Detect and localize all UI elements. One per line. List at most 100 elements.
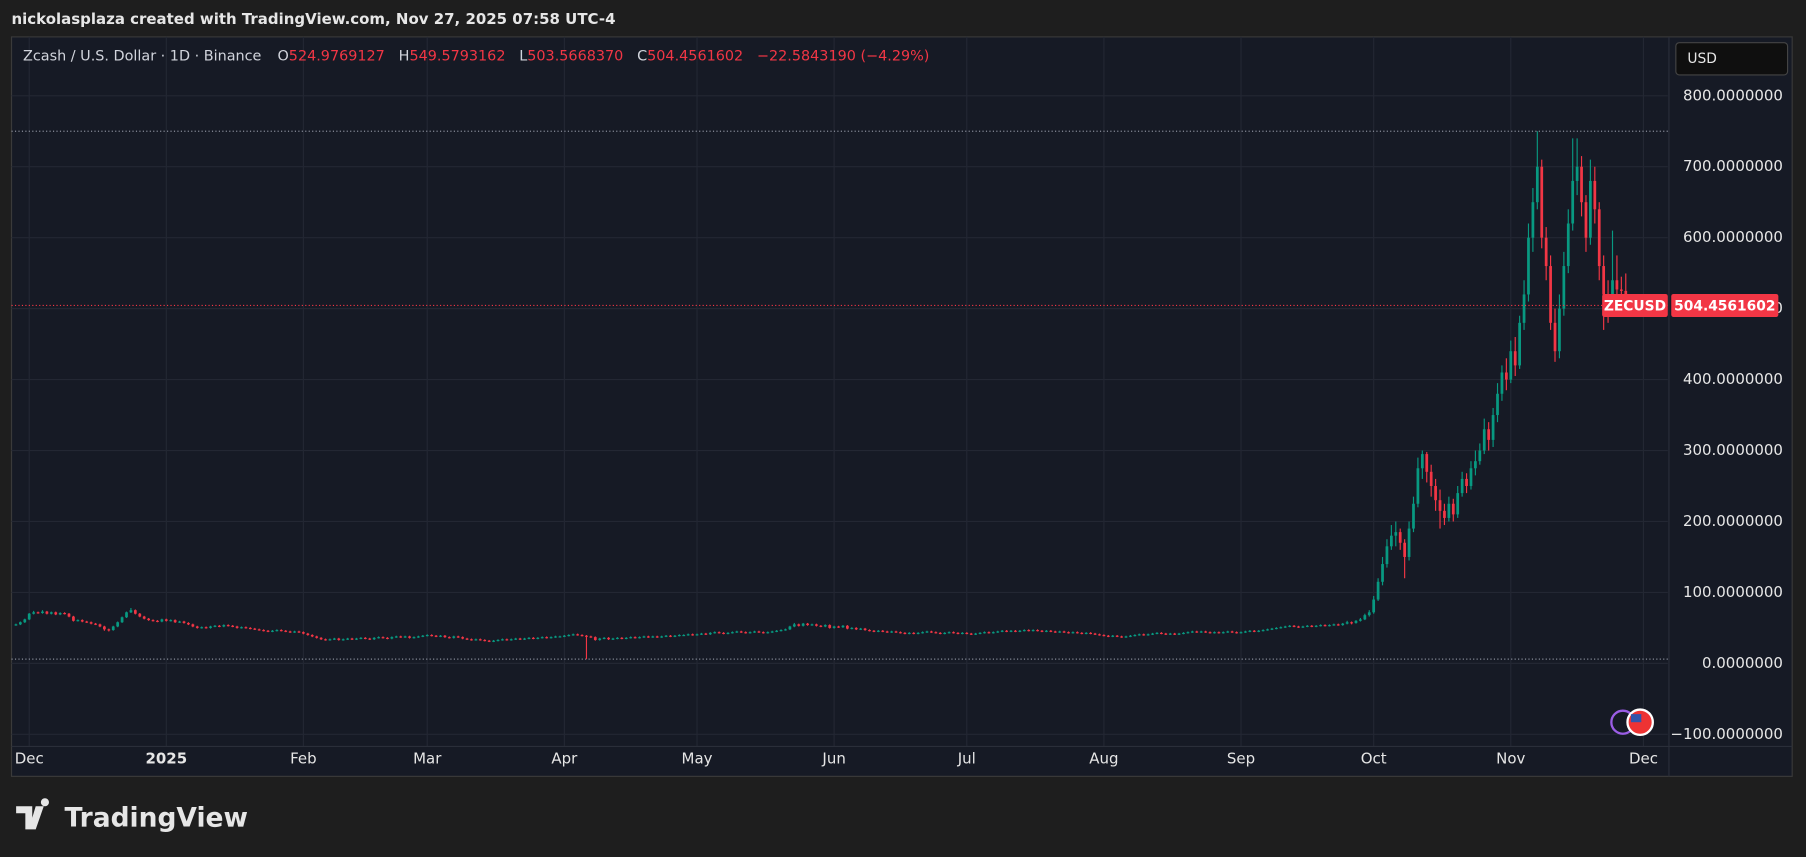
- candle-body: [1195, 631, 1199, 633]
- candle-body: [784, 629, 787, 631]
- candle-body: [943, 632, 947, 635]
- candle-body: [558, 636, 562, 638]
- price-tag-label: 504.4561602: [1674, 299, 1775, 315]
- candle-body: [319, 637, 323, 640]
- candle-body: [1093, 633, 1097, 635]
- candle-body: [1124, 636, 1128, 638]
- candle-body: [182, 621, 186, 623]
- candle-body: [1053, 631, 1057, 633]
- candle-body: [368, 638, 372, 640]
- candle-body: [235, 626, 239, 628]
- candle-body: [226, 625, 230, 627]
- candle-body: [1381, 564, 1384, 582]
- candle-body: [1129, 635, 1132, 637]
- candle-body: [753, 631, 756, 633]
- candle-body: [1018, 630, 1022, 632]
- candle-body: [430, 635, 434, 637]
- candle-body: [49, 612, 53, 614]
- candle-body: [1535, 166, 1539, 203]
- candle-body: [938, 632, 942, 635]
- candle-body: [1416, 468, 1420, 504]
- candle-body: [523, 638, 526, 640]
- candle-body: [1460, 478, 1464, 494]
- candle-body: [85, 621, 89, 623]
- candle-body: [58, 613, 62, 615]
- candle-body: [164, 619, 168, 621]
- indicator-icons[interactable]: [1610, 708, 1654, 737]
- candle-body: [284, 630, 288, 632]
- candle-body: [1597, 209, 1601, 267]
- candle-body: [1098, 634, 1101, 636]
- candle-body: [1403, 542, 1407, 557]
- candle-body: [1420, 454, 1424, 469]
- candle-body: [1248, 630, 1252, 632]
- candle-body: [288, 631, 292, 633]
- candle-body: [1527, 237, 1530, 295]
- candle-body: [1456, 493, 1460, 515]
- candle-body: [412, 637, 416, 639]
- y-tick-label: 800.0000000: [1683, 86, 1783, 104]
- candle-body: [1504, 372, 1508, 380]
- candle-body: [18, 622, 22, 625]
- candle-body: [907, 632, 911, 635]
- candle-body: [1425, 454, 1429, 472]
- candle-body: [576, 634, 579, 636]
- candle-body: [585, 635, 588, 637]
- candle-body: [200, 627, 204, 629]
- candle-body: [372, 637, 376, 640]
- x-tick-label: Feb: [290, 750, 317, 768]
- candle-body: [916, 632, 920, 635]
- candle-body: [1257, 630, 1261, 632]
- candle-body: [518, 638, 522, 640]
- logo: TradingView: [16, 798, 248, 833]
- candle-body: [1314, 625, 1318, 627]
- candle-body: [1549, 266, 1552, 323]
- candle-body: [447, 637, 451, 639]
- candle-body: [846, 625, 849, 629]
- candle-body: [735, 631, 739, 633]
- candle-body: [589, 636, 593, 638]
- candle-body: [859, 628, 863, 630]
- candle-body: [978, 632, 982, 635]
- candle-body: [611, 638, 615, 640]
- candle-body: [731, 632, 734, 634]
- candle-body: [1390, 535, 1393, 547]
- candle-body: [664, 635, 668, 637]
- candle-body: [1478, 450, 1482, 462]
- candle-body: [651, 636, 655, 638]
- candle-body: [80, 620, 84, 622]
- currency-button[interactable]: [1675, 42, 1789, 76]
- candle-body: [540, 637, 544, 639]
- candle-body: [310, 635, 314, 637]
- candle-body: [872, 630, 876, 632]
- candle-body: [1275, 627, 1278, 630]
- candle-body: [399, 636, 403, 638]
- candle-body: [1177, 633, 1181, 635]
- candle-body: [253, 628, 257, 630]
- candle-body: [1580, 166, 1583, 203]
- candle-body: [474, 639, 478, 641]
- candle-body: [1045, 630, 1048, 632]
- candle-body: [129, 610, 133, 613]
- candle-body: [633, 637, 637, 639]
- candle-body: [607, 637, 610, 640]
- low-key: L: [519, 48, 527, 64]
- candle-body: [1102, 635, 1106, 637]
- candle-body: [1562, 266, 1566, 309]
- candle-body: [1067, 632, 1070, 634]
- candle-body: [987, 632, 991, 634]
- candle-body: [1283, 626, 1287, 628]
- candle-body: [1469, 468, 1473, 487]
- candle-body: [1385, 546, 1389, 565]
- candle-body: [686, 634, 690, 636]
- candle-body: [169, 620, 173, 622]
- candle-body: [346, 638, 350, 640]
- candle-body: [930, 631, 933, 633]
- candle-body: [297, 631, 301, 633]
- candle-body: [1115, 635, 1119, 637]
- candle-body: [173, 620, 177, 623]
- candle-body: [408, 636, 411, 638]
- candle-body: [1305, 625, 1309, 627]
- candle-body: [1239, 632, 1243, 634]
